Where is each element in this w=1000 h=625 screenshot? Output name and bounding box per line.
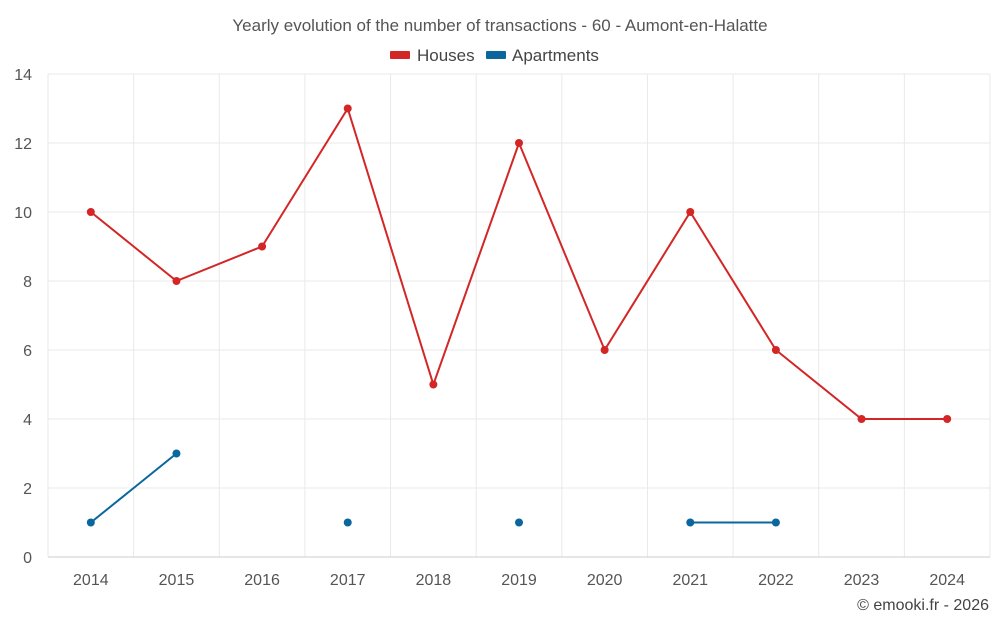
y-tick-label: 4 xyxy=(23,412,32,429)
legend-swatch-houses xyxy=(390,51,410,59)
axes: 0 2 4 6 8 10 12 14 2014 2015 2016 2017 2018 2019 2020 2… xyxy=(14,67,990,589)
data-point-apartments-2014[interactable] xyxy=(86,518,95,527)
chart-title: Yearly evolution of the number of transa… xyxy=(232,16,767,35)
data-point-houses-2020[interactable] xyxy=(600,346,609,354)
x-tick-label: 2021 xyxy=(672,572,708,589)
y-tick-label: 0 xyxy=(23,550,32,567)
data-point-houses-2015[interactable] xyxy=(172,277,181,285)
legend-label-houses: Houses xyxy=(417,46,475,65)
data-point-houses-2024[interactable] xyxy=(943,415,952,423)
y-tick-label: 10 xyxy=(14,205,32,222)
y-tick-label: 6 xyxy=(23,343,32,360)
y-tick-label: 2 xyxy=(23,481,32,498)
x-tick-label: 2018 xyxy=(416,572,452,589)
data-point-houses-2018[interactable] xyxy=(429,380,438,389)
y-tick-label: 14 xyxy=(14,67,32,84)
x-tick-label: 2016 xyxy=(244,572,280,589)
data-point-apartments-2022[interactable] xyxy=(771,518,780,527)
data-point-apartments-2019[interactable] xyxy=(515,518,523,527)
series-line-apartments xyxy=(90,452,178,524)
y-tick-label: 12 xyxy=(14,136,32,153)
y-tick-label: 8 xyxy=(23,274,32,291)
data-point-houses-2022[interactable] xyxy=(771,346,780,354)
credit-text: © emooki.fr - 2026 xyxy=(857,597,989,614)
data-point-apartments-2017[interactable] xyxy=(343,518,352,527)
legend: Houses Apartments xyxy=(390,46,599,65)
x-tick-label: 2015 xyxy=(159,572,195,589)
x-tick-label: 2020 xyxy=(587,572,623,589)
x-tick-label: 2023 xyxy=(844,572,880,589)
series xyxy=(86,104,952,527)
data-point-apartments-2015[interactable] xyxy=(172,449,181,458)
data-point-houses-2014[interactable] xyxy=(86,208,95,216)
legend-item-houses[interactable]: Houses xyxy=(390,46,475,65)
data-point-houses-2021[interactable] xyxy=(686,208,695,216)
data-point-houses-2019[interactable] xyxy=(515,139,523,147)
data-point-houses-2016[interactable] xyxy=(258,242,267,251)
x-tick-label: 2017 xyxy=(330,572,366,589)
x-tick-label: 2022 xyxy=(758,572,794,589)
data-point-houses-2023[interactable] xyxy=(857,415,866,423)
x-tick-label: 2024 xyxy=(929,572,965,589)
x-tick-label: 2014 xyxy=(73,572,109,589)
x-tick-label: 2019 xyxy=(501,572,537,589)
data-point-houses-2017[interactable] xyxy=(343,104,352,113)
legend-swatch-apartments xyxy=(486,51,506,59)
legend-item-apartments[interactable]: Apartments xyxy=(486,46,599,65)
legend-label-apartments: Apartments xyxy=(512,46,599,65)
data-point-apartments-2021[interactable] xyxy=(686,518,695,527)
